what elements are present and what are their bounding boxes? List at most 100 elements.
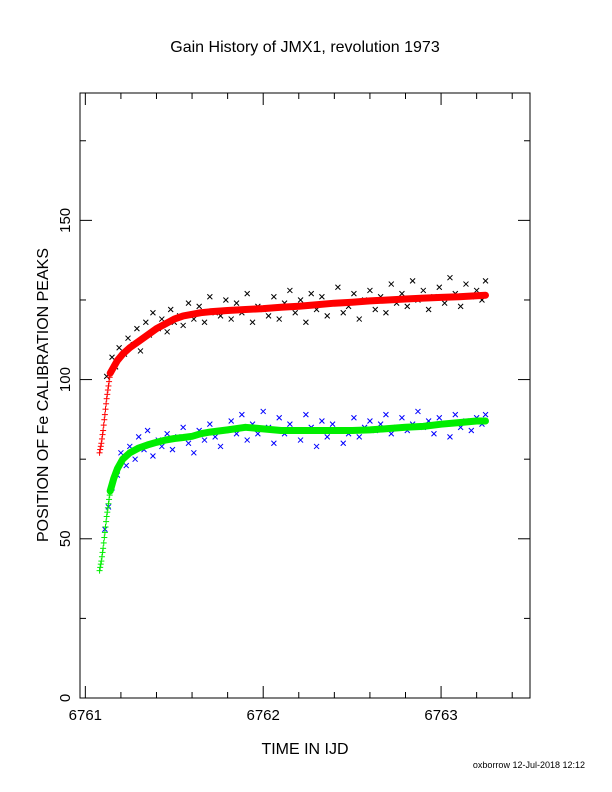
chart-title: Gain History of JMX1, revolution 1973 <box>170 39 440 56</box>
x-marker-b <box>324 434 331 440</box>
x-marker-b <box>431 430 437 437</box>
x-marker-b <box>249 319 256 326</box>
x-marker-b <box>185 300 192 307</box>
series-upper-fit <box>96 291 489 456</box>
x-marker-b <box>116 344 122 351</box>
x-marker-b <box>383 309 389 316</box>
plot-frame <box>79 92 531 699</box>
x-marker-b <box>244 437 251 443</box>
fit-line <box>106 417 489 495</box>
x-marker-b <box>206 293 213 300</box>
x-marker-b <box>447 434 453 440</box>
y-tick-label: 0 <box>57 694 74 702</box>
x-marker-b <box>137 348 144 354</box>
x-marker-b <box>142 319 149 326</box>
x-marker-b <box>351 290 357 297</box>
x-axis-label: TIME IN IJD <box>261 741 348 758</box>
x-marker-b <box>425 306 432 313</box>
x-marker-b <box>228 418 235 424</box>
x-marker-b <box>118 449 124 456</box>
x-marker-b <box>164 328 171 335</box>
axis-ticks: 0 50 100 150 6761 6762 6763 <box>57 93 530 724</box>
x-marker-b <box>447 274 453 281</box>
x-marker-b <box>233 300 240 307</box>
y-tick-label: 150 <box>57 208 74 233</box>
x-marker-b <box>206 421 213 428</box>
x-marker-b <box>102 526 108 533</box>
x-marker-b <box>356 434 363 440</box>
x-marker-b <box>260 408 267 415</box>
x-marker-b <box>436 414 443 421</box>
x-marker-b <box>303 411 309 418</box>
x-marker-b <box>308 290 315 297</box>
x-marker-b <box>482 411 489 418</box>
x-marker-b <box>329 421 336 428</box>
x-marker-b <box>388 281 395 287</box>
x-marker-b <box>404 303 411 310</box>
x-marker-b <box>150 453 156 459</box>
x-marker-b <box>367 287 373 294</box>
x-marker-b <box>473 287 480 294</box>
x-marker-b <box>126 443 133 450</box>
series-layer <box>96 274 489 574</box>
x-marker-b <box>420 287 427 294</box>
x-marker-b <box>134 325 140 332</box>
x-marker-b <box>388 430 395 437</box>
x-marker-b <box>233 430 240 437</box>
x-marker-b <box>457 303 464 310</box>
x-marker-b <box>169 446 176 453</box>
x-marker-b <box>201 319 208 326</box>
fit-line <box>106 291 489 377</box>
x-marker-b <box>180 322 187 329</box>
x-marker-b <box>468 427 475 434</box>
y-tick-label: 50 <box>57 530 74 547</box>
x-marker-b <box>123 462 130 469</box>
x-marker-b <box>482 278 489 284</box>
x-marker-b <box>367 418 373 424</box>
x-marker-b <box>125 335 131 342</box>
x-marker-b <box>144 427 151 434</box>
x-marker-b <box>415 408 421 415</box>
x-marker-b <box>340 440 347 447</box>
x-marker-b <box>132 456 138 463</box>
x-marker-b <box>150 309 156 316</box>
x-marker-b <box>324 313 331 319</box>
x-marker-b <box>372 306 379 313</box>
x-marker-b <box>356 316 363 322</box>
x-marker-b <box>196 303 203 310</box>
x-marker-b <box>287 421 293 428</box>
x-marker-b <box>383 411 389 418</box>
x-marker-b <box>441 300 448 307</box>
x-marker-b <box>297 297 304 303</box>
x-marker-b <box>271 293 277 300</box>
x-marker-b <box>190 316 197 322</box>
x-marker-b <box>276 414 283 421</box>
footer-stamp: oxborrow 12-Jul-2018 12:12 <box>473 760 585 770</box>
x-marker-b <box>399 290 405 297</box>
x-marker-b <box>164 430 171 437</box>
x-marker-b <box>271 440 277 447</box>
x-marker-b <box>287 287 293 294</box>
x-marker-b <box>158 443 165 450</box>
x-tick-label: 6761 <box>69 707 102 724</box>
series-lower-fit <box>96 417 489 574</box>
x-marker-b <box>303 319 309 326</box>
x-marker-b <box>340 309 347 316</box>
x-marker-b <box>313 443 320 450</box>
x-marker-b <box>297 437 304 443</box>
x-marker-b <box>244 290 251 297</box>
x-marker-b <box>463 281 469 287</box>
y-axis-label: POSITION OF Fe CALIBRATION PEAKS <box>35 248 52 542</box>
y-tick-label: 100 <box>57 367 74 392</box>
x-marker-b <box>319 418 325 424</box>
x-tick-label: 6762 <box>247 707 280 724</box>
x-marker-b <box>276 316 283 322</box>
x-marker-b <box>351 414 357 421</box>
x-marker-b <box>409 278 416 284</box>
x-marker-b <box>452 411 459 418</box>
x-marker-b <box>239 411 245 418</box>
x-marker-b <box>185 440 192 447</box>
x-marker-b <box>167 306 174 313</box>
x-marker-b <box>319 293 325 300</box>
